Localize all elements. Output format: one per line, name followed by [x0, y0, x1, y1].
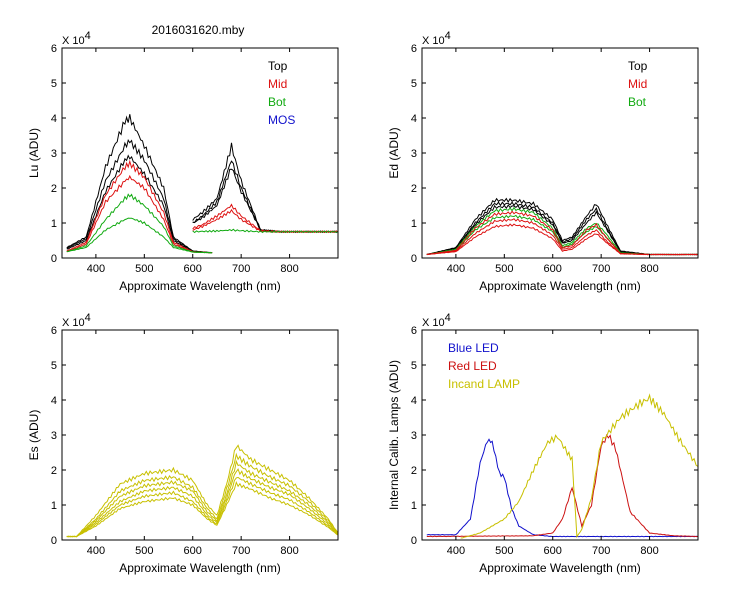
- x-tick-label: 600: [184, 263, 202, 275]
- x-tick-label: 800: [640, 545, 658, 557]
- y-tick-label: 2: [51, 183, 57, 195]
- x-tick-label: 400: [87, 263, 105, 275]
- panel-es: 400 500 600 700 800 0 1 2 3 4 5 6 X 104 Approximate W…: [27, 312, 339, 575]
- legend-entry: Blue LED: [448, 341, 499, 355]
- y-tick-label: 2: [51, 465, 57, 477]
- series-line-5: [66, 193, 213, 254]
- x-tick-label: 700: [592, 263, 610, 275]
- y-tick-label: 0: [51, 535, 57, 547]
- y-multiplier: X 104: [62, 30, 91, 47]
- y-tick-label: 6: [51, 325, 57, 337]
- series-line-3: [66, 468, 339, 538]
- panel-calib-lamps: 400 500 600 700 800 0 1 2 3 4 5 6 X 104 Approximate W…: [387, 312, 699, 575]
- x-tick-label: 600: [544, 545, 562, 557]
- series-line-4: [66, 476, 339, 538]
- legend-entry: Red LED: [448, 359, 497, 373]
- series-line-1: [66, 452, 339, 538]
- plot-frame: [421, 47, 699, 259]
- y-axis-label: Lu (ADU): [27, 128, 41, 178]
- y-tick-label: 2: [411, 183, 417, 195]
- panel-lu: 400 500 600 700 800 0 1 2 3 4 5 6 X 104 Approximate W…: [27, 30, 339, 293]
- series-line-1: [66, 138, 213, 254]
- series-line-8: [192, 160, 338, 234]
- x-axis-label: Approximate Wavelength (nm): [119, 279, 281, 293]
- y-tick-label: 0: [411, 253, 417, 265]
- x-tick-label: 500: [495, 263, 513, 275]
- y-tick-label: 4: [411, 113, 417, 125]
- series-line-2: [66, 459, 339, 538]
- y-tick-label: 1: [51, 500, 57, 512]
- legend-entry: Bot: [268, 95, 287, 109]
- x-tick-label: 700: [232, 263, 250, 275]
- x-tick-label: 400: [447, 545, 465, 557]
- y-tick-label: 1: [411, 500, 417, 512]
- y-axis-label: Internal Calib. Lamps (ADU): [387, 360, 401, 510]
- panel-ed: 400 500 600 700 800 0 1 2 3 4 5 6 X 104 Approximate W…: [387, 30, 699, 293]
- series-line-7: [426, 223, 699, 256]
- y-tick-label: 3: [411, 430, 417, 442]
- y-tick-label: 0: [411, 535, 417, 547]
- series-line-0: [426, 438, 699, 538]
- y-tick-label: 3: [411, 148, 417, 160]
- y-tick-label: 3: [51, 148, 57, 160]
- y-multiplier: X 104: [422, 30, 451, 47]
- x-tick-label: 800: [640, 263, 658, 275]
- series-line-6: [66, 217, 213, 254]
- series-line-4: [66, 174, 213, 254]
- x-tick-label: 800: [280, 545, 298, 557]
- series-line-2: [460, 393, 699, 539]
- y-tick-label: 5: [51, 78, 57, 90]
- legend-entry: Top: [628, 59, 648, 73]
- y-tick-label: 1: [51, 218, 57, 230]
- x-tick-label: 500: [135, 545, 153, 557]
- y-axis-label: Ed (ADU): [387, 127, 401, 178]
- x-tick-label: 700: [232, 545, 250, 557]
- x-tick-label: 500: [495, 545, 513, 557]
- series-line-1: [426, 433, 699, 538]
- x-tick-label: 600: [544, 263, 562, 275]
- legend-entry: MOS: [268, 113, 295, 127]
- legend-entry: Bot: [628, 95, 647, 109]
- legend-entry: Top: [268, 59, 288, 73]
- y-tick-label: 0: [51, 253, 57, 265]
- x-tick-label: 800: [280, 263, 298, 275]
- x-tick-label: 400: [87, 545, 105, 557]
- series-line-11: [192, 208, 339, 234]
- y-tick-label: 1: [411, 218, 417, 230]
- figure-title: 2016031620.mby: [152, 23, 245, 37]
- y-tick-label: 5: [411, 78, 417, 90]
- y-tick-label: 4: [51, 395, 57, 407]
- y-tick-label: 2: [411, 465, 417, 477]
- y-tick-label: 6: [411, 325, 417, 337]
- series-line-7: [192, 142, 339, 234]
- y-multiplier: X 104: [422, 312, 451, 329]
- legend-entry: Mid: [628, 77, 647, 91]
- y-tick-label: 4: [411, 395, 417, 407]
- y-tick-label: 6: [51, 43, 57, 55]
- y-tick-label: 4: [51, 113, 57, 125]
- y-tick-label: 3: [51, 430, 57, 442]
- x-tick-label: 600: [184, 545, 202, 557]
- series-line-5: [66, 480, 339, 538]
- x-tick-label: 500: [135, 263, 153, 275]
- series-line-12: [192, 228, 339, 234]
- series-line-10: [192, 203, 339, 234]
- x-tick-label: 700: [592, 545, 610, 557]
- y-multiplier: X 104: [62, 312, 91, 329]
- y-tick-label: 5: [411, 360, 417, 372]
- series-line-0: [66, 444, 339, 538]
- legend-entry: Incand LAMP: [448, 377, 520, 391]
- x-axis-label: Approximate Wavelength (nm): [479, 279, 641, 293]
- x-axis-label: Approximate Wavelength (nm): [119, 561, 281, 575]
- y-axis-label: Es (ADU): [27, 410, 41, 461]
- x-axis-label: Approximate Wavelength (nm): [479, 561, 641, 575]
- y-tick-label: 6: [411, 43, 417, 55]
- legend-entry: Mid: [268, 77, 287, 91]
- series-line-3: [66, 159, 213, 254]
- y-tick-label: 5: [51, 360, 57, 372]
- x-tick-label: 400: [447, 263, 465, 275]
